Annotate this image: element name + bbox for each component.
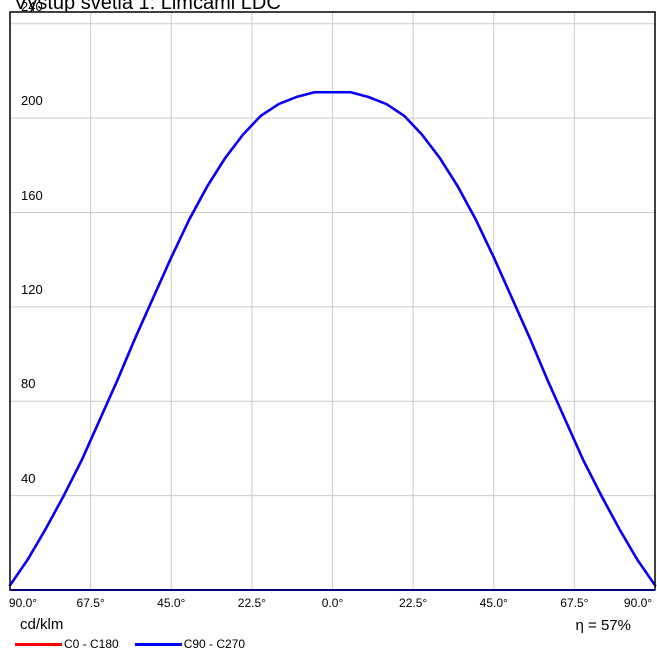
- y-tick-label: 200: [21, 93, 43, 109]
- series-line-c90-c270: [8, 90, 657, 587]
- y-tick-label: 240: [21, 0, 43, 14]
- efficiency-label: η = 57%: [575, 617, 631, 634]
- x-tick-label: 0.0°: [321, 596, 344, 610]
- legend: C0 - C180 C90 - C270: [15, 637, 261, 651]
- x-tick-label: 45.0°: [479, 596, 508, 610]
- legend-label-c0-c180: C0 - C180: [64, 637, 119, 651]
- x-tick-label: 67.5°: [76, 596, 105, 610]
- y-tick-label: 120: [21, 281, 43, 297]
- x-tick-label: 90.0°: [623, 596, 653, 610]
- x-tick-label: 45.0°: [157, 596, 186, 610]
- x-tick-label: 67.5°: [560, 596, 589, 610]
- legend-swatch-c0-c180: [15, 642, 62, 646]
- legend-item-c90-c270: C90 - C270: [134, 637, 246, 651]
- x-tick-label: 90.0°: [8, 596, 38, 610]
- legend-label-c90-c270: C90 - C270: [183, 637, 246, 651]
- y-tick-label: 40: [21, 470, 36, 486]
- y-tick-label: 80: [21, 376, 36, 392]
- x-tick-label: 22.5°: [237, 596, 266, 610]
- legend-item-c0-c180: C0 - C180: [15, 637, 119, 651]
- x-tick-label: 22.5°: [399, 596, 428, 610]
- legend-swatch-c90-c270: [134, 642, 182, 646]
- y-tick-label: 160: [21, 187, 43, 203]
- unit-label: cd/klm: [20, 616, 64, 633]
- chart-title: Výstup svetla 1: Limcami LDC: [14, 0, 281, 14]
